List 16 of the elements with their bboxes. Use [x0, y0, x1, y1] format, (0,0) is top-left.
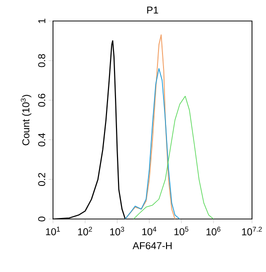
x-tick-label: 10$^{7.2}$	[242, 226, 262, 236]
y-tick-label: 1	[38, 18, 46, 24]
x-tick-label: 10$^{1}$	[46, 226, 60, 236]
x-tick-label: 10$^{4}$	[142, 226, 156, 236]
x-tick-label: 10$^{2}$	[78, 226, 92, 236]
y-axis-title: Count (10$^{3}$)	[20, 94, 32, 146]
y-tick-label: 0.6	[38, 94, 46, 107]
y-tick-label: 0.2	[38, 172, 46, 186]
x-tick-label: 10$^{5}$	[174, 226, 188, 236]
y-tick-label: 0	[38, 216, 46, 222]
y-tick-label: 0.8	[38, 54, 46, 68]
x-axis-title: AF647-H	[132, 242, 172, 250]
x-tick-label: 10$^{3}$	[110, 226, 124, 236]
x-tick-label: 10$^{6}$	[206, 226, 220, 236]
y-tick-label: 0.4	[38, 133, 46, 146]
chart-title: P1	[147, 6, 158, 14]
